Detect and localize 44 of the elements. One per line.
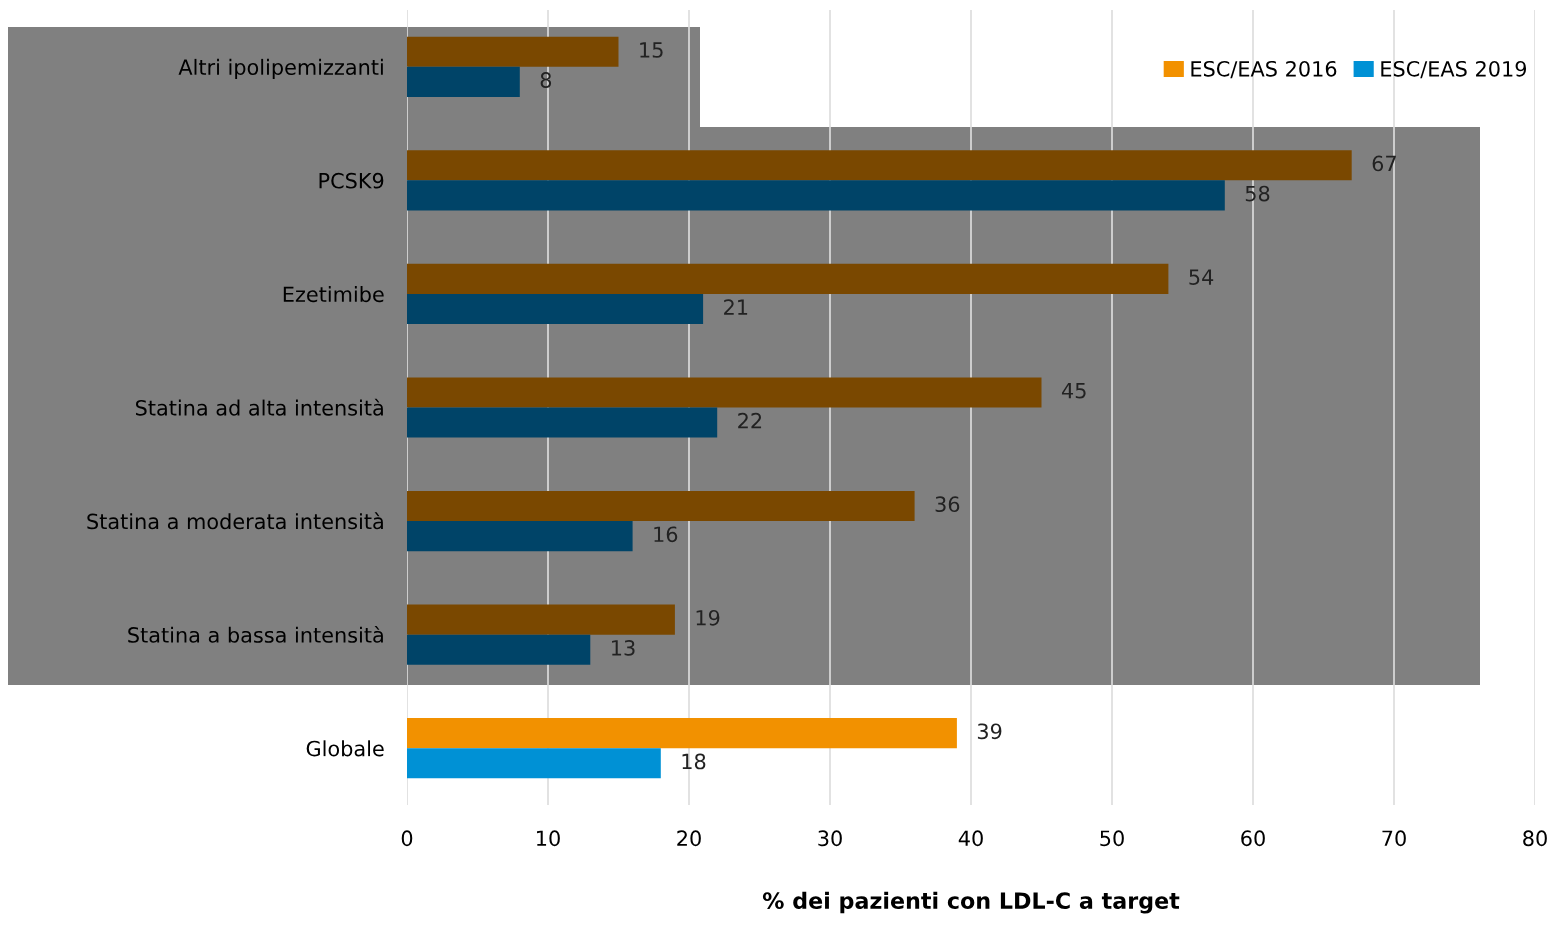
legend-label: ESC/EAS 2019 xyxy=(1381,60,1527,79)
bar xyxy=(407,521,633,552)
data-label: 16 xyxy=(654,526,678,543)
bar xyxy=(407,180,1225,211)
bar xyxy=(407,150,1352,181)
x-tick-label: 40 xyxy=(958,830,983,847)
bar xyxy=(407,66,520,97)
y-tick-label: Statina a bassa intensità xyxy=(128,625,383,643)
data-label: 36 xyxy=(935,496,960,513)
legend-label: ESC/EAS 2016 xyxy=(1191,60,1337,79)
x-tick-label: 60 xyxy=(1241,830,1265,847)
bar xyxy=(407,748,661,779)
data-label: 39 xyxy=(977,723,1002,740)
y-tick-label: Ezetimibe xyxy=(283,286,384,303)
x-tick-label: 20 xyxy=(677,830,701,847)
bar xyxy=(407,377,1042,408)
x-tick-label: 30 xyxy=(818,830,842,847)
bar xyxy=(407,490,915,522)
y-tick-label: PCSK9 xyxy=(319,172,384,189)
x-tick-label: 80 xyxy=(1523,830,1547,847)
y-tick-label: Statina ad alta intensità xyxy=(135,398,383,416)
data-label: 45 xyxy=(1061,383,1086,399)
bar xyxy=(407,634,591,665)
x-axis-title: % dei pazienti con LDL-C a target xyxy=(762,891,1180,914)
bar xyxy=(407,407,718,438)
data-label: 18 xyxy=(682,753,706,770)
x-tick-label: 70 xyxy=(1382,830,1406,847)
data-label: 19 xyxy=(696,609,720,626)
x-tick-label: 10 xyxy=(537,830,560,847)
data-label: 15 xyxy=(640,42,663,58)
bar xyxy=(407,718,957,749)
y-tick-label: Globale xyxy=(306,740,384,757)
data-label: 22 xyxy=(738,412,762,429)
bar xyxy=(407,36,619,67)
y-tick-label: Statina a moderata intensità xyxy=(87,512,383,530)
x-tick-label: 0 xyxy=(401,830,413,847)
data-label: 21 xyxy=(724,299,748,315)
bar xyxy=(407,293,704,325)
bar xyxy=(407,604,675,635)
bar xyxy=(407,263,1169,294)
y-tick-label: Altri ipolipemizzanti xyxy=(178,58,383,80)
data-label: 13 xyxy=(612,639,635,656)
data-label: 54 xyxy=(1189,269,1214,285)
x-tick-label: 50 xyxy=(1100,830,1124,847)
